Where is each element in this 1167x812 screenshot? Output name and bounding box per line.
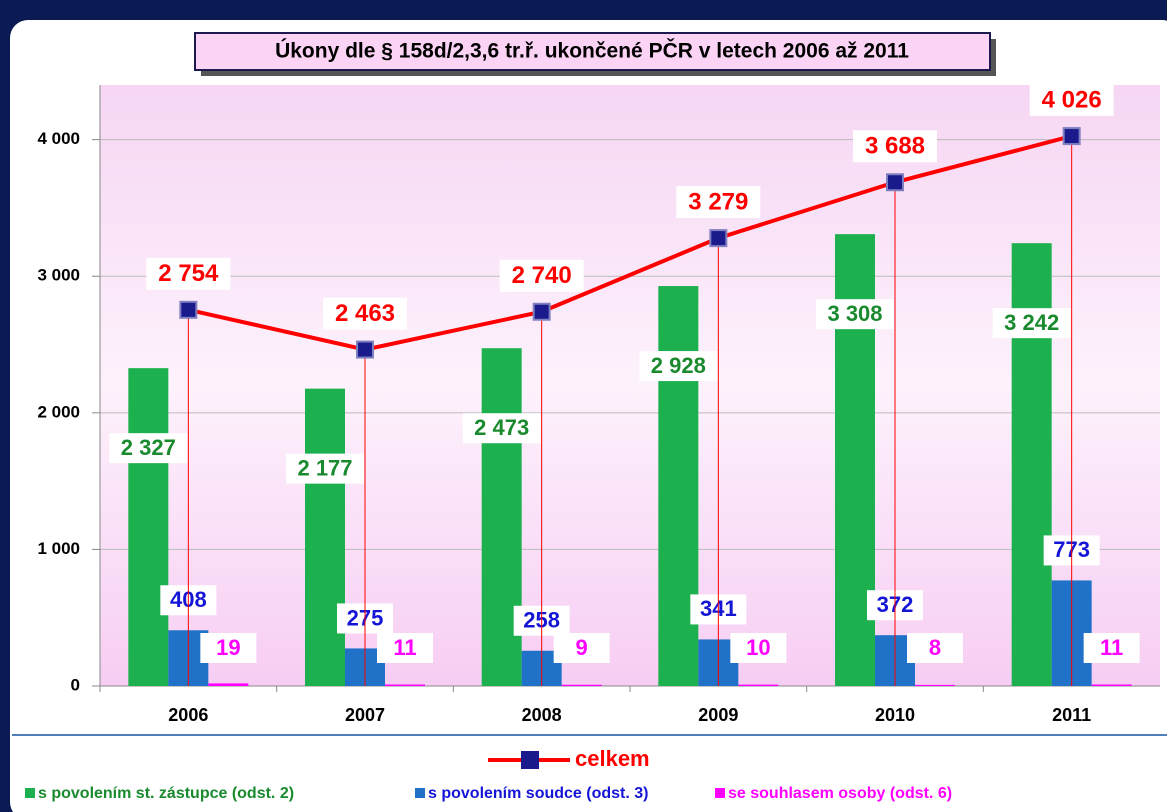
data-label: 2 327: [121, 435, 176, 460]
y-tick-label: 4 000: [37, 129, 80, 148]
label-box: [907, 633, 963, 663]
label-box: [639, 351, 718, 382]
chart-title: Úkony dle § 158d/2,3,6 tr.ř. ukončené PČ…: [275, 39, 909, 63]
data-label: 19: [216, 635, 240, 660]
y-tick-label: 3 000: [37, 266, 80, 285]
marker: [356, 340, 374, 359]
x-tick-label: 2008: [522, 705, 562, 725]
bar: [128, 368, 169, 686]
y-tick-label: 2 000: [37, 402, 80, 421]
label-box: [109, 433, 188, 464]
y-tick-label: 0: [71, 675, 80, 694]
legend-label: celkem: [575, 746, 650, 771]
bar: [561, 684, 602, 686]
bar: [658, 286, 699, 686]
data-label: 3 688: [865, 133, 925, 160]
label-box: [853, 130, 937, 163]
x-tick-label: 2007: [345, 705, 385, 725]
data-label: 3 308: [827, 301, 882, 326]
label-box: [553, 633, 610, 663]
legend-swatch: [715, 788, 725, 798]
data-label: 10: [746, 635, 770, 660]
x-tick-label: 2006: [168, 705, 208, 725]
marker: [709, 229, 728, 248]
label-box: [499, 259, 584, 292]
data-label: 3 242: [1004, 310, 1059, 335]
legend-label: s povolením st. zástupce (odst. 2): [38, 785, 294, 802]
data-label: 3 279: [688, 188, 748, 215]
label-box: [1083, 633, 1140, 663]
data-label: 11: [393, 635, 416, 660]
label-box: [200, 633, 257, 663]
bar: [1091, 684, 1132, 686]
legend-marker: [521, 751, 539, 769]
data-label: 11: [1100, 635, 1123, 660]
label-box: [377, 633, 433, 663]
legend-label: s povolením soudce (odst. 3): [428, 785, 648, 802]
marker: [886, 173, 904, 192]
bar: [305, 388, 345, 686]
label-box: [462, 413, 541, 444]
data-label: 2 473: [474, 415, 529, 440]
legend-swatch: [415, 788, 425, 798]
data-label: 2 177: [297, 455, 352, 480]
bar: [208, 683, 249, 686]
label-box: [286, 453, 364, 484]
title-box: [194, 32, 991, 71]
x-tick-label: 2010: [875, 705, 915, 725]
x-tick-label: 2011: [1052, 705, 1091, 725]
label-box: [730, 633, 787, 663]
data-label: 2 928: [651, 353, 706, 378]
line: [187, 134, 1073, 352]
data-label: 8: [929, 635, 941, 660]
data-label: 2 740: [512, 262, 572, 289]
legend-label: se souhlasem osoby (odst. 6): [728, 785, 952, 802]
label-box: [676, 186, 761, 219]
data-label: 9: [576, 635, 588, 660]
label-box: [1029, 84, 1114, 117]
data-label: 4 026: [1042, 86, 1102, 113]
y-tick-label: 1 000: [37, 539, 80, 558]
plot-area: [100, 85, 1160, 686]
label-box: [816, 299, 894, 330]
label-box: [992, 308, 1071, 339]
bar: [738, 684, 779, 686]
bar: [385, 684, 425, 686]
legend-swatch: [25, 788, 35, 798]
data-label: 2 754: [158, 260, 219, 287]
label-box: [323, 297, 407, 330]
marker: [1062, 127, 1081, 146]
marker: [179, 300, 198, 319]
label-box: [146, 257, 231, 290]
marker: [532, 302, 551, 321]
x-tick-label: 2009: [698, 705, 738, 725]
bar: [915, 684, 955, 686]
data-label: 2 463: [335, 300, 395, 327]
